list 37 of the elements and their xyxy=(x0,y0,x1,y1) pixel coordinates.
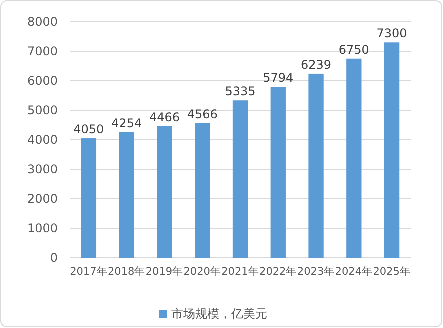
bar xyxy=(195,123,210,258)
data-label: 5335 xyxy=(225,84,256,99)
y-tick-label: 0 xyxy=(50,251,58,266)
bar xyxy=(270,87,286,258)
y-tick-label: 5000 xyxy=(27,104,58,118)
x-tick-label: 2021年 xyxy=(222,266,260,278)
data-label: 4050 xyxy=(74,122,104,137)
y-tick-label: 2000 xyxy=(27,192,58,206)
y-tick-label: 8000 xyxy=(27,15,58,30)
x-tick-label: 2018年 xyxy=(108,266,146,278)
x-tick-label: 2024年 xyxy=(335,266,374,278)
data-label: 5794 xyxy=(263,71,294,86)
data-label: 4254 xyxy=(112,116,142,131)
x-tick-label: 2019年 xyxy=(146,266,184,278)
bar xyxy=(346,58,362,258)
data-label: 4566 xyxy=(187,107,218,122)
data-label: 7300 xyxy=(376,26,408,41)
bar xyxy=(157,126,172,258)
data-label: 4466 xyxy=(149,110,180,124)
bar xyxy=(81,138,97,258)
legend-label: 市场规模，亿美元 xyxy=(172,307,268,322)
y-tick-label: 6000 xyxy=(27,74,58,88)
data-label: 6239 xyxy=(301,58,332,72)
y-tick-label: 3000 xyxy=(27,162,58,177)
y-tick-label: 7000 xyxy=(27,44,58,59)
data-label: 6750 xyxy=(338,42,370,57)
x-tick-label: 2025年 xyxy=(373,266,411,278)
y-tick-label: 4000 xyxy=(27,133,58,148)
bar xyxy=(119,132,134,258)
bar xyxy=(384,42,400,258)
x-tick-label: 2023年 xyxy=(297,266,336,278)
bar xyxy=(308,74,324,258)
x-tick-label: 2022年 xyxy=(260,266,298,278)
x-tick-label: 2020年 xyxy=(184,266,222,278)
bar xyxy=(232,100,248,258)
x-tick-label: 2017年 xyxy=(70,266,108,278)
y-tick-label: 1000 xyxy=(27,222,58,236)
